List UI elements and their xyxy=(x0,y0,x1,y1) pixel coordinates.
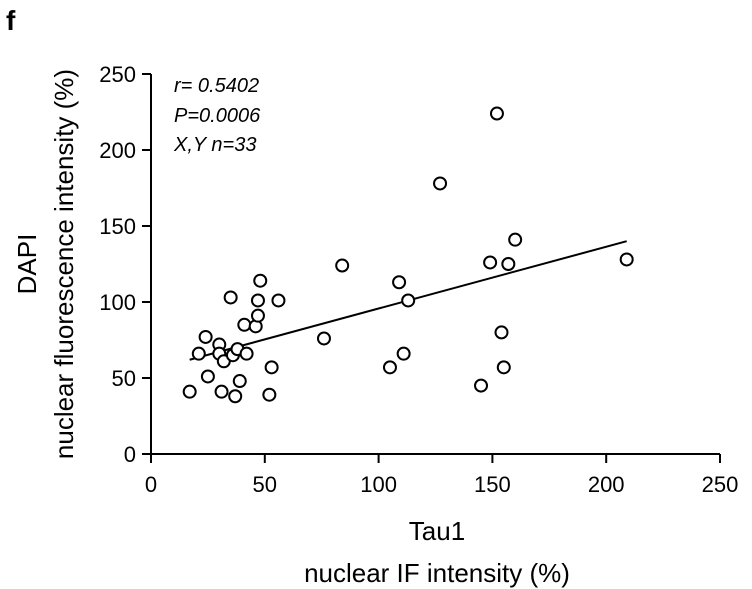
data-point xyxy=(494,325,509,340)
data-point xyxy=(335,258,350,273)
data-point xyxy=(182,384,197,399)
data-point xyxy=(214,384,229,399)
data-point xyxy=(619,252,634,267)
data-point xyxy=(253,273,268,288)
y-tick-label: 250 xyxy=(99,62,136,87)
data-points xyxy=(182,106,634,404)
x-tick-label: 100 xyxy=(360,472,397,497)
y-tick-label: 100 xyxy=(99,290,136,315)
data-point xyxy=(228,389,243,404)
data-point xyxy=(200,369,215,384)
x-tick-label: 250 xyxy=(702,472,739,497)
data-point xyxy=(316,331,331,346)
x-tick-label: 0 xyxy=(145,472,157,497)
data-point xyxy=(232,374,247,389)
y-tick-label: 50 xyxy=(112,366,136,391)
axes xyxy=(150,74,720,455)
data-point xyxy=(191,346,206,361)
stat-n: X,Y n=33 xyxy=(173,134,256,156)
data-point xyxy=(396,346,411,361)
data-point xyxy=(198,329,213,344)
data-point xyxy=(401,293,416,308)
data-point xyxy=(382,360,397,375)
x-tick-label: 150 xyxy=(474,472,511,497)
data-point xyxy=(501,257,516,271)
y-axis-title-line2: nuclear fluorescence intensity (%) xyxy=(49,69,79,459)
x-tick-label: 200 xyxy=(588,472,625,497)
x-axis-title-line1: Tau1 xyxy=(409,516,465,546)
data-point xyxy=(433,176,448,191)
y-tick-label: 150 xyxy=(99,214,136,239)
data-point xyxy=(474,378,489,393)
x-axis-title-line2: nuclear IF intensity (%) xyxy=(304,558,570,588)
data-point xyxy=(264,360,279,375)
data-point xyxy=(271,293,286,308)
data-point xyxy=(489,106,504,121)
data-point xyxy=(496,360,511,375)
data-point xyxy=(239,346,254,361)
data-point xyxy=(237,317,252,332)
data-point xyxy=(262,387,277,402)
data-point xyxy=(250,308,265,323)
y-axis-title-line1: DAPI xyxy=(12,234,42,295)
data-point xyxy=(223,290,238,305)
stats-annotation: r= 0.5402 P=0.0006 X,Y n=33 xyxy=(173,75,261,156)
x-ticks: 0 50 100 150 200 250 xyxy=(145,454,738,497)
data-point xyxy=(508,232,523,247)
x-tick-label: 50 xyxy=(253,472,277,497)
stat-r: r= 0.5402 xyxy=(174,75,259,97)
stat-p: P=0.0006 xyxy=(174,105,261,127)
data-point xyxy=(483,255,498,270)
data-point xyxy=(250,293,265,308)
y-ticks: 0 50 100 150 200 250 xyxy=(99,62,151,467)
y-tick-label: 0 xyxy=(124,442,136,467)
panel-label: f xyxy=(6,5,16,36)
data-point xyxy=(392,275,407,290)
y-tick-label: 200 xyxy=(99,138,136,163)
